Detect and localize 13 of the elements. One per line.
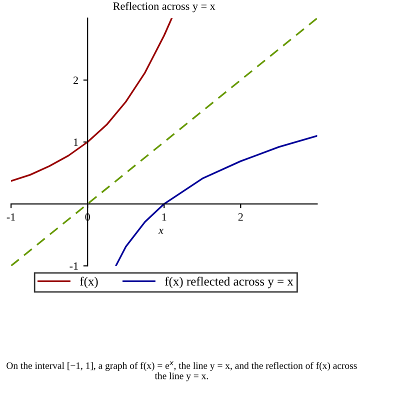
text: On the interval [−1, 1], a graph of f(x) = e$^{x}$, the line y = x, and the reflection of f(x) across the line y = x. [6, 361, 357, 382]
chart-title: Reflection across y = x [113, 2, 216, 12]
x-tick-label: 1 [162, 213, 166, 221]
line-series [115, 134, 318, 266]
y-tick-label: 1 [74, 138, 78, 146]
x-axis-title: x [158, 228, 164, 234]
x-tick-label: 2 [238, 213, 243, 221]
x-tick-label: -1 [6, 213, 16, 221]
y-tick-label: 2 [73, 76, 78, 84]
legend-label: f(x) [80, 276, 98, 288]
y-tick-label: -1 [70, 262, 78, 270]
legend-label: f(x) reflected across y = x [164, 276, 294, 288]
line-series [11, 18, 173, 182]
